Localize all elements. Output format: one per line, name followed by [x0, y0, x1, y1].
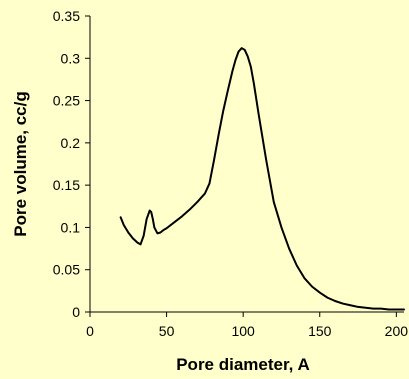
y-tick-label: 0.2	[61, 135, 81, 151]
x-tick-label: 0	[86, 323, 94, 339]
y-tick-label: 0	[72, 304, 80, 320]
y-axis-title: Pore volume, cc/g	[11, 91, 30, 237]
x-tick-label: 50	[159, 323, 175, 339]
pore-volume-series-line	[119, 47, 405, 311]
y-tick-label: 0.35	[53, 8, 80, 24]
y-tick-label: 0.05	[53, 262, 80, 278]
x-tick-label: 100	[231, 323, 255, 339]
ticks-layer: 0 0.05 0.1 0.15 0.2 0.25 0.3 0.35 0 50 100 150 200	[53, 8, 408, 339]
axes-layer	[89, 16, 404, 313]
y-tick-label: 0.15	[53, 177, 80, 193]
x-axis-title: Pore diameter, A	[176, 355, 310, 374]
y-tick-label: 0.3	[61, 50, 81, 66]
x-tick-label: 200	[385, 323, 409, 339]
y-tick-label: 0.1	[61, 219, 81, 235]
y-tick-label: 0.25	[53, 93, 80, 109]
series-layer	[119, 47, 405, 311]
x-tick-label: 150	[308, 323, 332, 339]
